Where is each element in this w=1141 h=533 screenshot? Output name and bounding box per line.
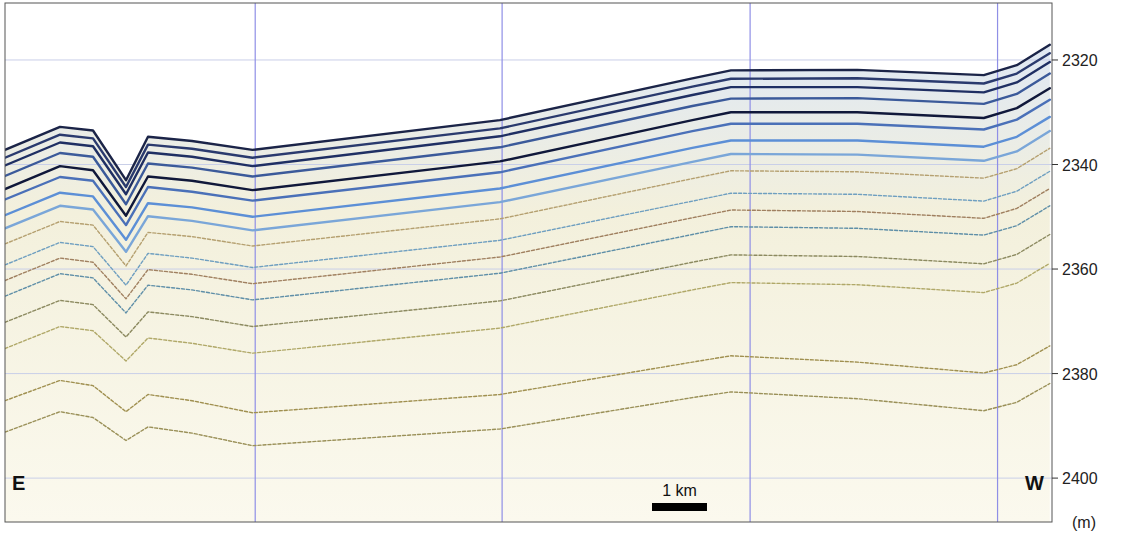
y-tick (1052, 164, 1058, 165)
grid-line (5, 269, 1052, 270)
y-tick (1052, 269, 1058, 270)
reflector (5, 45, 1050, 180)
plot-frame (5, 3, 1052, 522)
reflector (5, 346, 1050, 413)
reflector (5, 100, 1050, 225)
y-tick-label: 2360 (1062, 261, 1098, 278)
y-axis-title: (m) (1072, 514, 1096, 531)
fix-line (997, 3, 998, 522)
reflector (5, 263, 1050, 361)
y-tick (1052, 59, 1058, 60)
chart: 2320 2340 2360 2380 2400 (m) E W 1 km (0, 0, 1141, 533)
reflector (5, 384, 1050, 446)
plot-area (5, 3, 1052, 522)
reflector (5, 117, 1050, 240)
fix-line (502, 3, 503, 522)
fix-line (255, 3, 256, 522)
reflector (5, 206, 1050, 313)
direction-label: W (1025, 472, 1044, 494)
reflector (5, 131, 1050, 252)
grid-line (5, 59, 1052, 60)
scale-bar (652, 503, 707, 511)
reflector (5, 235, 1050, 338)
reflector (5, 74, 1050, 205)
y-tick-label: 2400 (1062, 470, 1098, 487)
scale-bar-label: 1 km (662, 482, 697, 499)
grid-line (5, 478, 1052, 479)
reflector (5, 189, 1050, 299)
y-tick-label: 2340 (1062, 157, 1098, 174)
reflector (5, 148, 1050, 266)
y-tick (1052, 373, 1058, 374)
sediment-fill (5, 45, 1050, 522)
fix-line (750, 3, 751, 522)
plot-background (5, 3, 1052, 522)
y-tick-label: 2320 (1062, 52, 1098, 69)
reflector (5, 62, 1050, 194)
y-tick (1052, 478, 1058, 479)
y-tick-label: 2380 (1062, 366, 1098, 383)
direction-label: E (12, 472, 25, 494)
grid-line (5, 373, 1052, 374)
